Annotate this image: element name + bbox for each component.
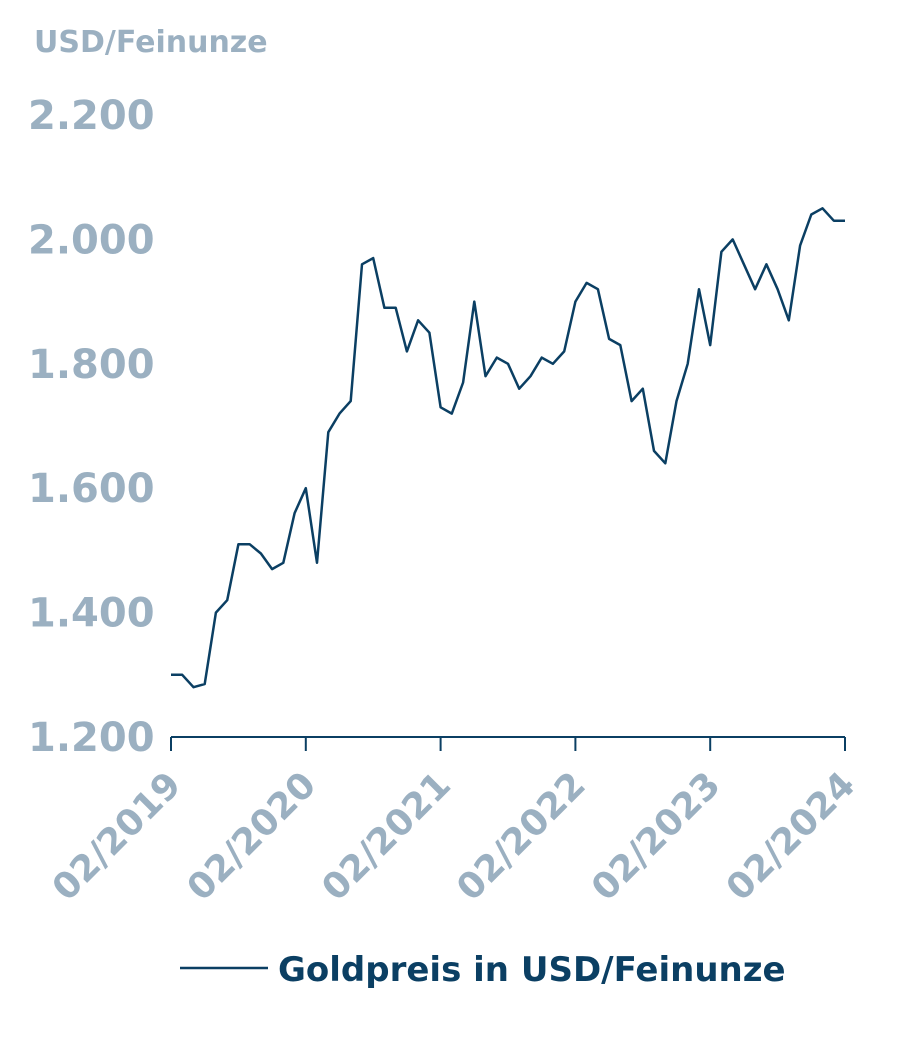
y-tick-label: 2.200 (28, 93, 155, 139)
y-axis-label: USD/Feinunze (34, 25, 268, 60)
x-tick-label: 02/2023 (584, 764, 729, 909)
y-tick-label: 1.600 (28, 466, 155, 512)
legend-label: Goldpreis in USD/Feinunze (278, 950, 786, 990)
x-tick-label: 02/2022 (449, 764, 594, 909)
y-tick-label: 1.400 (28, 591, 155, 637)
x-tick-label: 02/2024 (719, 764, 864, 909)
y-tick-label: 1.800 (28, 342, 155, 388)
y-tick-label: 2.000 (28, 217, 155, 263)
x-tick-label: 02/2020 (180, 764, 325, 909)
data-line (171, 207, 845, 689)
x-tick-label: 02/2019 (45, 764, 190, 909)
y-tick-label: 1.200 (28, 715, 155, 761)
x-tick-label: 02/2021 (314, 764, 459, 909)
